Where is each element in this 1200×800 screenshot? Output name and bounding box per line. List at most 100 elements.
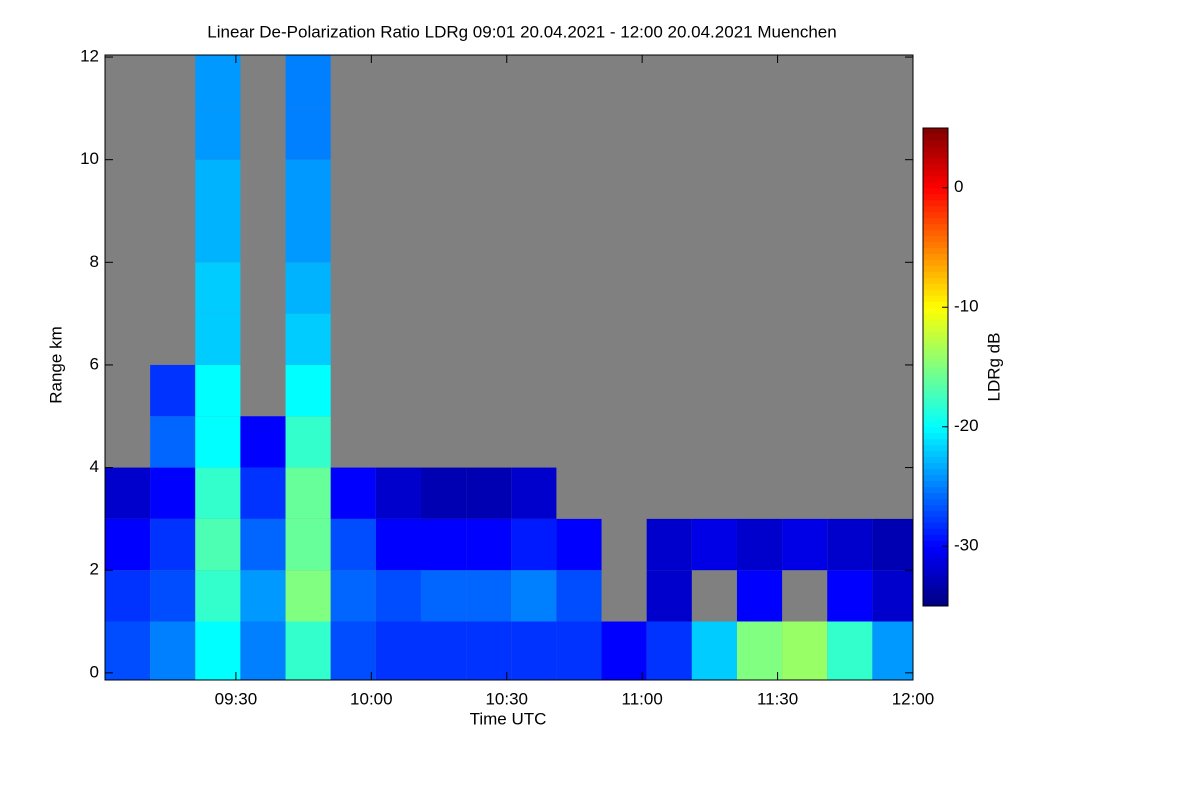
x-tick-label: 11:00 [622,689,663,708]
x-axis-label: Time UTC [470,709,547,728]
heatmap-cell [150,364,196,417]
heatmap-cell [195,210,241,263]
y-tick-label: 8 [90,252,99,271]
colorbar-segment [923,432,948,440]
heatmap-cell [420,467,467,519]
colorbar-segment [923,600,948,607]
y-tick-label: 6 [90,354,99,373]
colorbar-segment [923,289,948,296]
heatmap-cell [285,159,331,211]
colorbar-segment [923,534,948,541]
colorbar-segment [923,223,948,231]
colorbar-segment [923,133,948,141]
heatmap-cell [375,570,421,622]
colorbar-segment [923,361,948,368]
colorbar-segment [923,247,948,254]
colorbar-segment [923,372,948,380]
colorbar-tick-label: -10 [954,297,979,316]
heatmap-cell [195,262,241,314]
colorbar-segment [923,498,948,505]
colorbar-segment [923,301,948,308]
heatmap-cell [466,621,512,680]
colorbar-segment [923,582,948,589]
colorbar-segment [923,271,948,278]
heatmap-cell [375,621,421,680]
chart-title: Linear De-Polarization Ratio LDRg 09:01 … [207,22,836,41]
heatmap-cell [105,570,151,622]
heatmap-cell [195,416,241,468]
heatmap-cell [195,570,241,622]
heatmap-cell [195,621,241,680]
heatmap-cell [511,518,557,571]
colorbar-segment [923,462,948,470]
heatmap-cell [601,621,647,680]
heatmap-cell [330,518,376,571]
heatmap-cell [150,467,196,519]
colorbar-segment [923,325,948,332]
colorbar-segment [923,217,948,225]
colorbar-segment [923,528,948,535]
heatmap-cell [691,518,737,571]
heatmap-cell [285,210,331,263]
colorbar-segment [923,163,948,171]
colorbar-segment [923,504,948,511]
colorbar-segment [923,468,948,476]
heatmap-cell [105,621,151,680]
colorbar-segment [923,277,948,284]
heatmap-cell [556,518,602,571]
colorbar-segment [923,456,948,464]
colorbar-segment [923,426,948,434]
colorbar-segment [923,444,948,452]
heatmap-cell [150,416,196,468]
colorbar-segment [923,378,948,386]
heatmap-cell [466,518,512,571]
heatmap-cell [195,108,241,160]
heatmap-cell [105,518,151,571]
colorbar-segment [923,564,948,571]
colorbar-segment [923,438,948,446]
colorbar-segment [923,558,948,565]
heatmap-cell [511,570,557,622]
x-tick-label: 12:00 [892,689,935,708]
heatmap-cell [872,621,913,680]
colorbar-segment [923,337,948,344]
colorbar-segment [923,408,948,416]
colorbar-segment [923,313,948,320]
colorbar-segment [923,576,948,583]
heatmap-cell [285,570,331,622]
heatmap-cell [330,621,376,680]
heatmap-cell [872,570,913,622]
heatmap-cell [195,313,241,365]
heatmap-cell [240,467,286,519]
colorbar-segment [923,450,948,458]
colorbar-segment [923,229,948,237]
plot-frame [104,54,914,681]
heatmap-cell [375,467,421,519]
colorbar-segment [923,343,948,350]
heatmap-cell [646,518,692,571]
x-tick-label: 09:30 [215,689,258,708]
heatmap-cell [782,621,828,680]
colorbar-segment [923,331,948,338]
heatmap-cell [736,570,783,622]
colorbar-segment [923,145,948,153]
heatmap-cell [827,570,873,622]
colorbar-label: LDRg dB [984,333,1003,402]
colorbar-segment [923,175,948,183]
colorbar-segment [923,474,948,482]
heatmap-cell [556,570,602,622]
heatmap-cell [556,621,602,680]
heatmap-cell [827,621,873,680]
colorbar-segment [923,157,948,165]
heatmap-cell [330,570,376,622]
y-tick-label: 10 [80,149,99,168]
y-tick-label: 0 [90,662,99,681]
colorbar-segment [923,193,948,201]
heatmap-cell [285,621,331,680]
colorbar-segment [923,390,948,398]
heatmap-cell [375,518,421,571]
colorbar-segment [923,295,948,302]
colorbar-segment [923,594,948,601]
heatmap-cell [330,467,376,519]
